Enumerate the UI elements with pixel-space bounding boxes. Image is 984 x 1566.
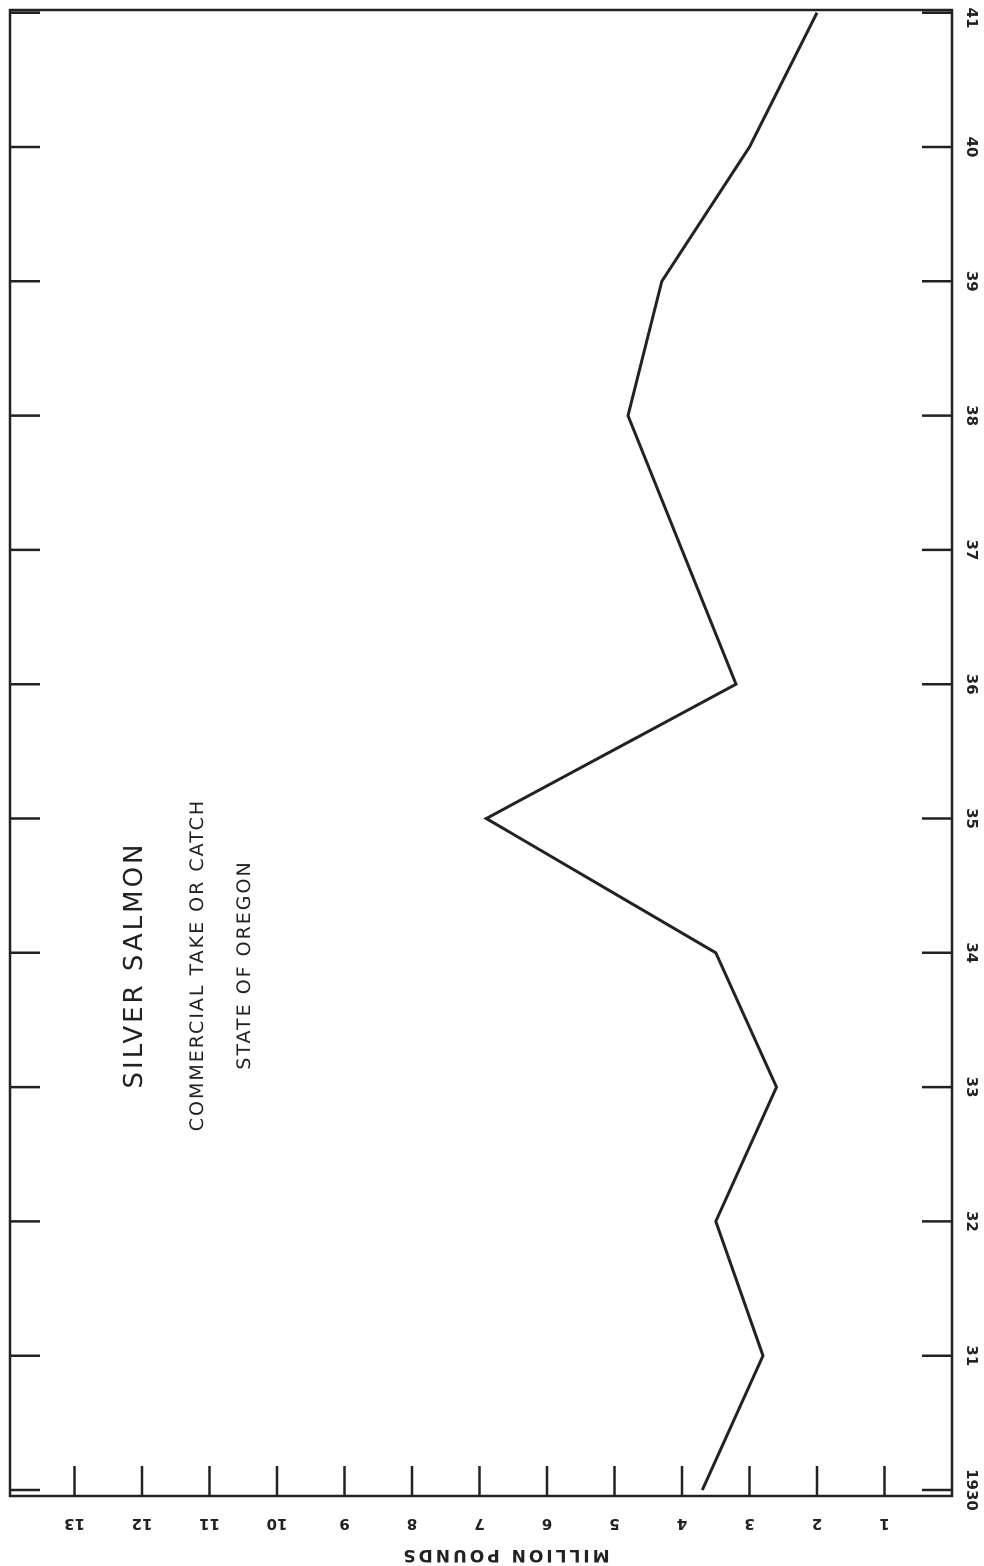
y-tick-label: 11: [199, 1515, 220, 1533]
x-tick-label: 32: [963, 1211, 981, 1232]
plot-frame: [8, 8, 954, 1498]
x-tick-label: 31: [963, 1345, 981, 1366]
x-tick-label: 34: [963, 942, 981, 963]
y-tick-label: 9: [339, 1515, 349, 1533]
y-tick-label: 5: [609, 1515, 619, 1533]
chart-title: SILVER SALMON: [119, 842, 149, 1089]
y-tick-label: 7: [474, 1515, 484, 1533]
x-axis-ticks: [10, 11, 952, 1492]
series-line: [483, 12, 819, 1491]
chart-subtitle-line-1: COMMERCIAL TAKE OR CATCH: [186, 799, 208, 1131]
x-tick-label: 35: [963, 808, 981, 829]
y-tick-label: 6: [542, 1515, 552, 1533]
y-axis-title: MILLION POUNDS: [400, 1545, 609, 1565]
y-tick-label: 3: [744, 1515, 754, 1533]
x-tick-label: 1930: [963, 1469, 981, 1511]
y-axis-ticks: [73, 1466, 886, 1496]
x-tick-label: 39: [963, 271, 981, 292]
x-tick-label: 36: [963, 674, 981, 695]
x-tick-label: 40: [963, 137, 981, 158]
y-tick-label: 10: [267, 1515, 288, 1533]
x-axis-tick-labels: 1930 31 32 33 34 35 36 37 38 39 40 41: [963, 8, 981, 1511]
y-tick-label: 12: [132, 1515, 153, 1533]
chart-subtitle-line-2: STATE OF OREGON: [233, 860, 255, 1069]
x-tick-label: 38: [963, 405, 981, 426]
y-tick-label: 8: [407, 1515, 417, 1533]
y-tick-label: 13: [64, 1515, 85, 1533]
chart-title-block: SILVER SALMON COMMERCIAL TAKE OR CATCH S…: [119, 799, 255, 1131]
x-tick-label: 33: [963, 1077, 981, 1098]
y-tick-label: 1: [879, 1515, 889, 1533]
y-tick-label: 2: [812, 1515, 822, 1533]
x-tick-label: 37: [963, 539, 981, 560]
x-tick-label: 41: [963, 8, 981, 29]
y-tick-label: 4: [677, 1515, 687, 1533]
